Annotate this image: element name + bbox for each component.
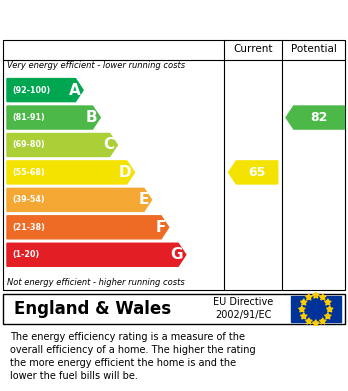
Polygon shape (306, 294, 312, 300)
Text: G: G (171, 247, 183, 262)
Text: F: F (156, 220, 166, 235)
Polygon shape (313, 292, 319, 298)
Text: A: A (69, 83, 80, 98)
Text: (55-68): (55-68) (12, 168, 45, 177)
Polygon shape (319, 294, 326, 300)
Polygon shape (286, 106, 345, 129)
Text: EU Directive
2002/91/EC: EU Directive 2002/91/EC (213, 298, 274, 320)
Polygon shape (306, 318, 312, 324)
Text: (92-100): (92-100) (12, 86, 50, 95)
Text: The energy efficiency rating is a measure of the
overall efficiency of a home. T: The energy efficiency rating is a measur… (10, 332, 256, 381)
Polygon shape (7, 161, 134, 184)
Text: (21-38): (21-38) (12, 223, 45, 232)
Polygon shape (319, 318, 326, 324)
Polygon shape (7, 216, 169, 239)
Polygon shape (7, 188, 152, 212)
Text: (69-80): (69-80) (12, 140, 45, 149)
Text: (81-91): (81-91) (12, 113, 45, 122)
Polygon shape (229, 161, 278, 184)
Text: 82: 82 (310, 111, 327, 124)
Polygon shape (326, 306, 333, 312)
Polygon shape (7, 106, 100, 129)
Text: B: B (86, 110, 97, 125)
Polygon shape (325, 299, 331, 305)
Polygon shape (7, 243, 186, 266)
Text: 65: 65 (248, 166, 265, 179)
Text: Very energy efficient - lower running costs: Very energy efficient - lower running co… (7, 61, 185, 70)
Polygon shape (300, 313, 307, 319)
Bar (291, 296, 341, 322)
Text: Not energy efficient - higher running costs: Not energy efficient - higher running co… (7, 278, 185, 287)
Polygon shape (325, 313, 331, 319)
Text: E: E (139, 192, 149, 207)
Polygon shape (7, 79, 83, 102)
Polygon shape (300, 299, 307, 305)
Text: Current: Current (234, 44, 273, 54)
Text: Energy Efficiency Rating: Energy Efficiency Rating (10, 10, 240, 28)
Bar (3, 294, 345, 325)
Text: (39-54): (39-54) (12, 196, 45, 204)
Polygon shape (299, 306, 305, 312)
Text: Potential: Potential (291, 44, 337, 54)
Text: England & Wales: England & Wales (14, 300, 171, 317)
Text: D: D (119, 165, 132, 180)
Text: (1-20): (1-20) (12, 250, 39, 259)
Text: C: C (103, 138, 114, 152)
Polygon shape (7, 133, 117, 156)
Polygon shape (313, 320, 319, 326)
